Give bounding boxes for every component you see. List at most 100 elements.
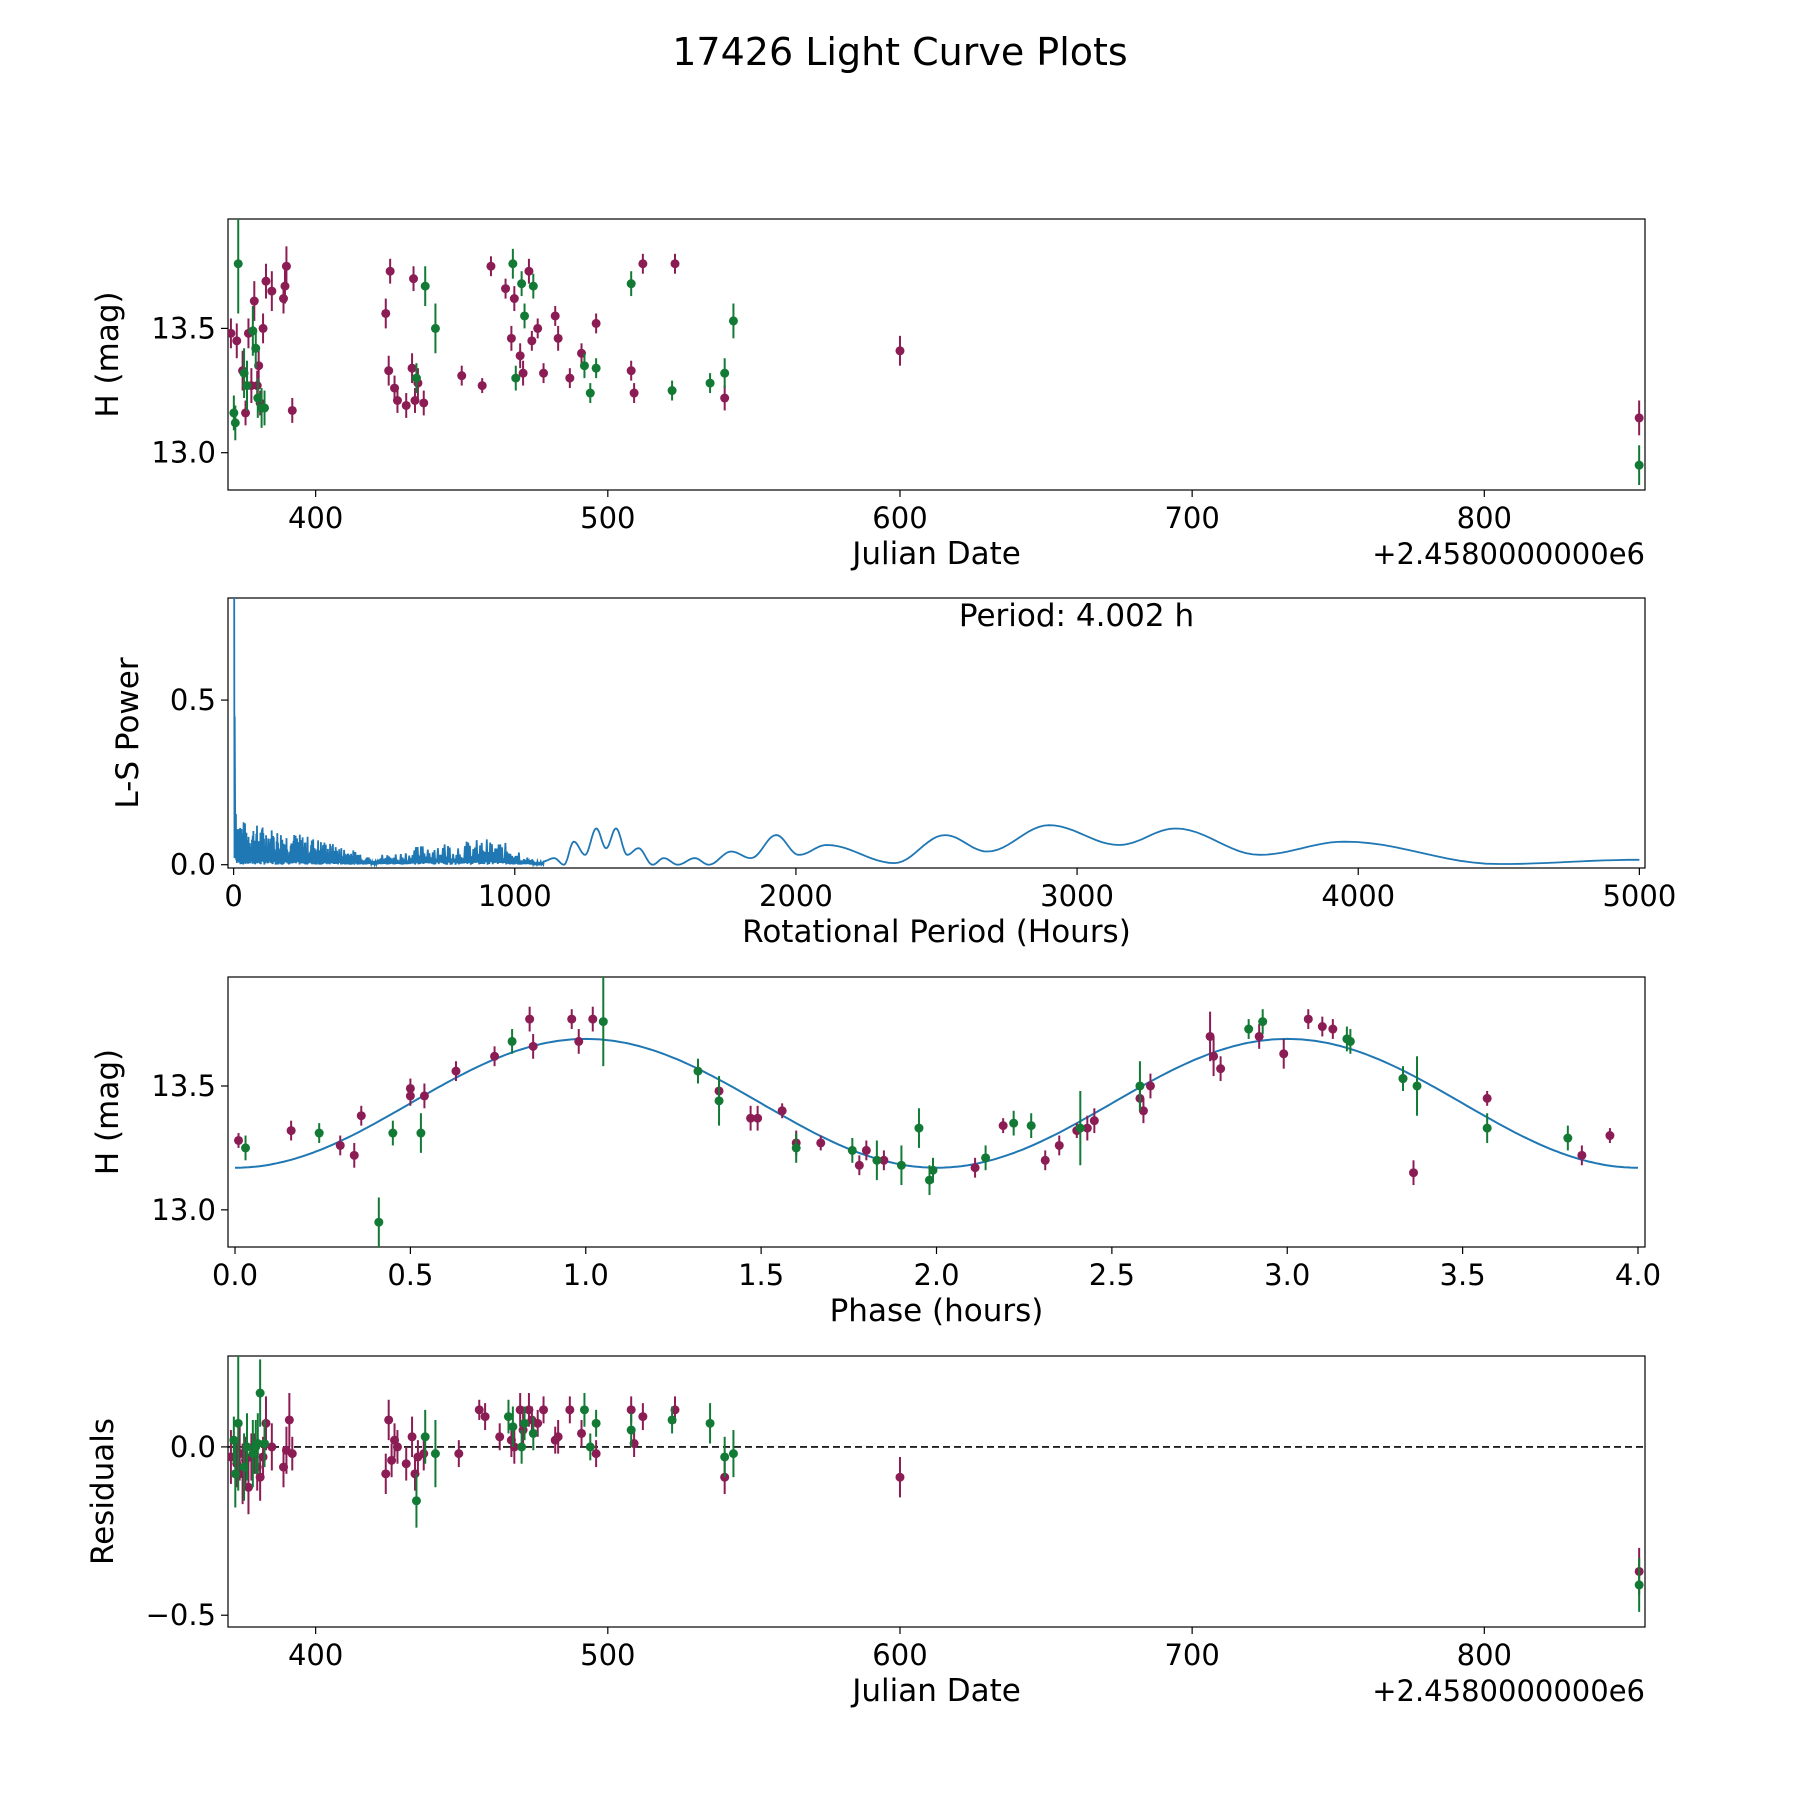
panel-periodogram: Rotational Period (Hours) L-S Power Peri… [110, 597, 1676, 950]
data-point-1 [451, 1061, 461, 1082]
data-point-2 [1412, 1056, 1422, 1116]
data-point-1 [720, 385, 730, 411]
xlabel-time-series: Julian Date [850, 536, 1021, 572]
data-point-1 [287, 1436, 297, 1471]
data-point-2 [598, 977, 608, 1067]
data-point-1 [387, 1443, 397, 1478]
marker [970, 1163, 980, 1173]
data-point-1 [591, 1440, 601, 1468]
data-point-2 [847, 1138, 857, 1163]
marker [286, 1126, 296, 1136]
data-point-1 [384, 1399, 394, 1441]
data-point-1 [261, 263, 271, 299]
marker [454, 1449, 464, 1459]
data-point-2 [705, 373, 715, 394]
plot-area [228, 219, 1644, 486]
data-point-1 [232, 323, 242, 359]
ylabel-time-series: H (mag) [90, 291, 126, 417]
marker [284, 1415, 294, 1425]
marker [409, 274, 419, 284]
data-point-2 [1398, 1066, 1408, 1091]
x-tick-label: 5000 [1602, 879, 1676, 913]
marker [579, 361, 589, 371]
data-point-2 [253, 1413, 263, 1474]
x-tick-label: 1.0 [563, 1258, 609, 1292]
data-point-2 [579, 1393, 589, 1427]
data-point-1 [515, 1393, 525, 1427]
model-curve [235, 1037, 1638, 1169]
marker [520, 311, 530, 321]
marker [924, 1175, 934, 1185]
marker [896, 1160, 906, 1170]
data-point-2 [388, 1120, 398, 1146]
data-point-1 [409, 266, 419, 292]
marker [258, 323, 268, 333]
data-point-1 [998, 1118, 1008, 1134]
marker [693, 1066, 703, 1076]
data-point-1 [1082, 1115, 1092, 1141]
data-point-1 [1482, 1090, 1492, 1106]
marker [416, 1128, 426, 1138]
marker [1634, 460, 1644, 470]
data-point-1 [533, 318, 543, 339]
marker [457, 371, 467, 381]
data-point-1 [574, 1029, 584, 1054]
data-point-2 [720, 1436, 730, 1478]
y-tick-label: 0.0 [170, 848, 216, 882]
data-point-2 [253, 378, 263, 418]
marker [249, 296, 259, 306]
marker [507, 1036, 517, 1046]
marker [229, 408, 239, 418]
marker [508, 1422, 518, 1432]
marker [1482, 1123, 1492, 1133]
x-tick-label: 500 [580, 501, 635, 535]
data-point-1 [506, 325, 516, 351]
marker [714, 1096, 724, 1106]
y-tick-label: 0.0 [170, 1430, 216, 1464]
marker [567, 1014, 577, 1024]
marker [585, 388, 595, 398]
data-point-1 [384, 355, 394, 386]
data-point-1 [539, 363, 549, 384]
data-point-1 [553, 1419, 563, 1454]
data-point-1 [1634, 400, 1644, 436]
data-point-2 [242, 360, 252, 411]
x-tick-label: 700 [1164, 1638, 1219, 1672]
data-point-1 [1138, 1098, 1148, 1124]
axes-frame [227, 597, 1646, 869]
data-point-1 [861, 1140, 871, 1161]
marker [401, 400, 411, 410]
data-point-2 [1634, 445, 1644, 486]
marker [847, 1145, 857, 1155]
marker [228, 328, 236, 338]
marker [527, 336, 537, 346]
data-point-1 [381, 298, 391, 329]
data-point-1 [267, 1423, 277, 1471]
marker [405, 1091, 415, 1101]
marker [411, 1496, 421, 1506]
marker [720, 1452, 730, 1462]
data-point-2 [420, 266, 430, 307]
offset-label-time-series: +2.4580000000e6 [1372, 537, 1645, 571]
marker [384, 366, 394, 376]
marker [1082, 1123, 1092, 1133]
x-tick-label: 800 [1457, 501, 1512, 535]
data-point-1 [1089, 1108, 1099, 1134]
marker [588, 1014, 598, 1024]
data-point-1 [454, 1440, 464, 1468]
marker [1317, 1022, 1327, 1032]
plot-area [233, 598, 1640, 868]
marker [314, 1128, 324, 1138]
y-tick-label: 13.0 [151, 1193, 216, 1227]
data-point-1 [626, 360, 636, 381]
plot-area [228, 1356, 1644, 1612]
x-tick-label: 400 [288, 501, 343, 535]
marker [591, 363, 601, 373]
marker [518, 368, 528, 378]
data-point-1 [490, 1046, 500, 1067]
x-tick-label: 600 [872, 1638, 927, 1672]
data-point-1 [553, 325, 563, 351]
marker [638, 259, 648, 269]
data-point-2 [528, 1416, 538, 1451]
marker [728, 1449, 738, 1459]
